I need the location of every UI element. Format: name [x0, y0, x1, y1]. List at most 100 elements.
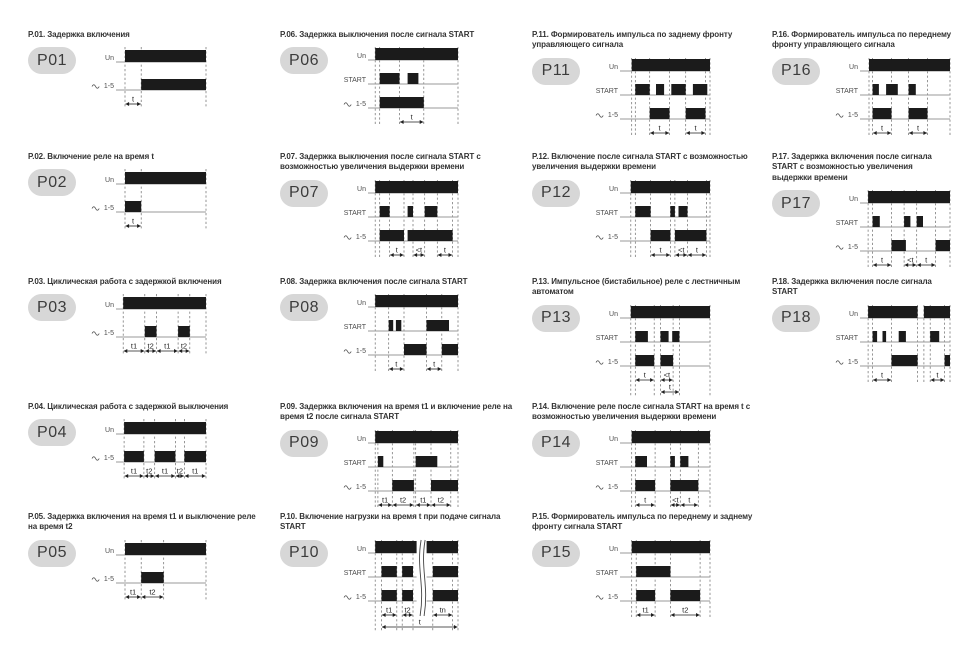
arrowhead-icon [159, 594, 164, 599]
mode-title: P.01. Задержка включения [28, 30, 130, 39]
arrowhead-icon [696, 612, 700, 617]
signal-pulse [882, 330, 887, 342]
arrowhead-icon [686, 130, 690, 135]
signal-pulse [441, 344, 458, 356]
signal-pulse [923, 305, 950, 318]
mode-badge: P17 [772, 190, 820, 218]
time-label: t2 [400, 495, 406, 504]
time-label: t [444, 245, 447, 254]
relay-contact-icon [343, 485, 352, 490]
signal-pulse [631, 430, 710, 443]
relay-contact-icon [343, 235, 352, 240]
relay-contact-icon [595, 235, 604, 240]
time-label: t1 [162, 467, 168, 476]
arrowhead-icon [178, 349, 183, 354]
timing-diagram: Un 1-5 t [91, 47, 207, 109]
mode-body: P11 Un START 1-5 t t [532, 54, 772, 138]
signal-pulse [125, 50, 206, 63]
arrowhead-icon [670, 612, 675, 617]
arrowhead-icon [688, 252, 692, 257]
time-label: t [411, 113, 414, 122]
arrowhead-icon [887, 263, 891, 268]
signal-pulse [377, 455, 384, 467]
time-label: t [419, 617, 422, 626]
arrowhead-icon [665, 130, 669, 135]
arrowhead-icon [124, 474, 129, 479]
signal-pulse [886, 83, 898, 95]
relay-contact-icon [835, 360, 844, 365]
timing-diagram: Un START 1-5 t1 t2 t1 t2 [343, 429, 459, 509]
signal-pulse [631, 540, 710, 553]
time-label: <t [907, 256, 914, 265]
timing-diagram: Un START 1-5 t t [343, 294, 459, 374]
mode-body: P10 Un START 1-5 t1 t2 tn t [280, 536, 532, 632]
relay-contact-icon [91, 456, 100, 462]
arrowhead-icon [145, 349, 149, 354]
arrowhead-icon [669, 377, 673, 382]
arrowhead-icon [399, 367, 404, 372]
timing-diagram: Un START 1-5 t <t t [595, 429, 711, 509]
signal-pulse [868, 191, 950, 204]
timing-diagram: Un 1-5 t1 t2 t1 t2 t1 [91, 419, 207, 481]
mode-cell-p07: P.07. Задержка выключения после сигнала … [280, 152, 532, 277]
signal-pulse [154, 451, 176, 463]
timing-diagram: Un START 1-5 t t [595, 57, 711, 137]
arrowhead-icon [427, 367, 431, 372]
arrowhead-icon [431, 502, 436, 507]
time-label: t [659, 123, 662, 132]
mode-title: P.11. Формирователь импульса по заднему … [532, 30, 733, 50]
signal-label: Un [849, 64, 858, 71]
timing-diagram: Un START 1-5 t <t t [595, 304, 711, 396]
signal-pulse [692, 83, 708, 95]
mode-body: P03 Un 1-5 t1 t2 t1 t2 [28, 290, 280, 356]
arrowhead-icon [923, 130, 927, 135]
signal-pulse [635, 354, 655, 366]
mode-title: P.13. Импульсное (бистабильное) реле с л… [532, 277, 741, 297]
time-label: t [644, 370, 647, 379]
arrowhead-icon [670, 502, 675, 507]
mode-badge: P07 [280, 179, 328, 207]
signal-pulse [671, 83, 686, 95]
signal-label: START [596, 335, 619, 342]
arrowhead-icon [931, 263, 936, 268]
signal-pulse [379, 97, 424, 109]
time-label: t [132, 95, 135, 104]
signal-pulse [678, 205, 688, 217]
mode-body: P06 Un START 1-5 t [280, 43, 532, 127]
arrowhead-icon [171, 474, 175, 479]
timing-diagram: Un START 1-5 t t [835, 57, 951, 137]
signal-label: 1-5 [104, 83, 114, 90]
arrowhead-icon [125, 102, 130, 107]
mode-body: P02 Un 1-5 t [28, 165, 280, 231]
time-label: t [433, 360, 436, 369]
signal-pulse [872, 216, 880, 228]
relay-contact-icon [595, 113, 604, 118]
time-label: t [396, 245, 399, 254]
arrowhead-icon [125, 594, 130, 599]
arrowhead-icon [912, 263, 917, 268]
signal-pulse [904, 216, 911, 228]
time-label: t2 [177, 467, 183, 476]
time-label: t [688, 495, 691, 504]
arrowhead-icon [419, 120, 424, 125]
signal-label: 1-5 [356, 484, 366, 491]
arrowhead-icon [413, 252, 418, 257]
mode-title: P.12. Включение после сигнала START с во… [532, 152, 748, 172]
arrowhead-icon [150, 474, 155, 479]
time-label: t1 [382, 495, 388, 504]
arrowhead-icon [152, 349, 156, 354]
signal-label: 1-5 [848, 112, 858, 119]
signal-label: Un [357, 300, 366, 307]
signal-pulse [379, 73, 400, 85]
arrowhead-icon [180, 474, 184, 479]
time-label: t1 [131, 342, 137, 351]
arrowhead-icon [909, 130, 913, 135]
arrowhead-icon [651, 612, 655, 617]
relay-contact-icon [91, 84, 100, 90]
signal-label: Un [609, 186, 618, 193]
arrowhead-icon [661, 377, 665, 382]
signal-pulse [891, 240, 906, 252]
mode-cell-p04: P.04. Циклическая работа с задержкой вык… [28, 402, 280, 512]
signal-label: Un [105, 177, 114, 184]
mode-title: P.02. Включение реле на время t [28, 152, 154, 161]
